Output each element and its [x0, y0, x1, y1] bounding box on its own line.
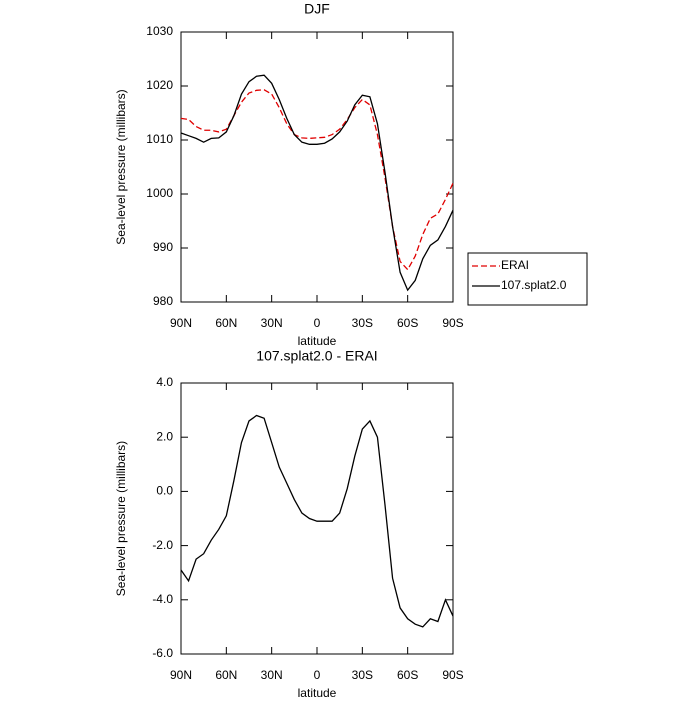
chart-title: 107.splat2.0 - ERAI [256, 348, 377, 364]
x-tick-label: 90N [170, 668, 192, 682]
x-tick-label: 60S [397, 668, 418, 682]
x-tick-label: 90N [170, 316, 192, 330]
legend-label: 107.splat2.0 [501, 278, 567, 292]
plot-frame [180, 382, 454, 655]
y-tick-label: -4.0 [152, 592, 173, 606]
data-line [180, 74, 454, 292]
legend-label: ERAI [501, 258, 529, 272]
y-tick-label: 1030 [146, 24, 173, 38]
y-tick-label: 980 [153, 294, 173, 308]
y-tick-label: 1020 [146, 78, 173, 92]
x-tick-label: 60N [215, 316, 237, 330]
y-tick-label: 990 [153, 240, 173, 254]
y-tick-label: 1000 [146, 186, 173, 200]
y-tick-label: 0.0 [156, 484, 173, 498]
data-line [180, 89, 454, 271]
data-line [180, 414, 454, 628]
x-tick-label: 90S [442, 316, 463, 330]
y-tick-label: -6.0 [152, 646, 173, 660]
x-tick-label: 30S [352, 668, 373, 682]
x-tick-label: 90S [442, 668, 463, 682]
chart-title: DJF [304, 1, 330, 17]
x-tick-label: 0 [314, 316, 321, 330]
x-tick-label: 30N [261, 316, 283, 330]
y-tick-label: 4.0 [156, 375, 173, 389]
y-tick-label: 1010 [146, 132, 173, 146]
legend-box [467, 252, 588, 306]
y-tick-label: -2.0 [152, 538, 173, 552]
y-tick-label: 2.0 [156, 429, 173, 443]
x-tick-label: 60S [397, 316, 418, 330]
y-axis-label: Sea-level pressure (millibars) [114, 89, 128, 244]
plot-frame [180, 31, 454, 303]
y-axis-label: Sea-level pressure (millibars) [114, 441, 128, 596]
x-axis-label: latitude [298, 686, 337, 700]
x-tick-label: 30N [261, 668, 283, 682]
x-tick-label: 60N [215, 668, 237, 682]
x-tick-label: 0 [314, 668, 321, 682]
x-tick-label: 30S [352, 316, 373, 330]
x-axis-label: latitude [298, 334, 337, 348]
